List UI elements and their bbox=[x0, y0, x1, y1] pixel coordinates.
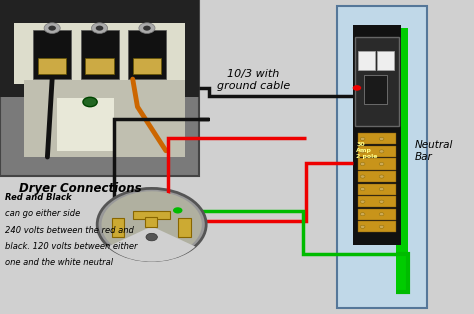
Wedge shape bbox=[108, 226, 195, 262]
Circle shape bbox=[83, 97, 97, 107]
FancyBboxPatch shape bbox=[355, 37, 399, 126]
Circle shape bbox=[146, 233, 157, 241]
Circle shape bbox=[143, 26, 151, 31]
Text: black. 120 volts between either: black. 120 volts between either bbox=[5, 242, 137, 251]
FancyBboxPatch shape bbox=[358, 133, 396, 144]
Circle shape bbox=[379, 175, 384, 178]
FancyBboxPatch shape bbox=[57, 98, 114, 151]
Circle shape bbox=[379, 150, 384, 153]
Circle shape bbox=[360, 187, 365, 191]
Text: one and the white neutral: one and the white neutral bbox=[5, 258, 113, 268]
Circle shape bbox=[360, 225, 365, 228]
Text: can go either side: can go either side bbox=[5, 209, 80, 219]
FancyBboxPatch shape bbox=[24, 80, 185, 157]
FancyBboxPatch shape bbox=[358, 146, 396, 157]
Circle shape bbox=[173, 207, 182, 214]
FancyBboxPatch shape bbox=[396, 28, 408, 292]
Circle shape bbox=[97, 188, 206, 261]
FancyBboxPatch shape bbox=[358, 221, 396, 232]
Text: Neutral
Bar: Neutral Bar bbox=[415, 140, 453, 161]
FancyBboxPatch shape bbox=[112, 218, 124, 237]
Circle shape bbox=[379, 225, 384, 228]
Text: 30
Amp
2 pole: 30 Amp 2 pole bbox=[356, 143, 378, 159]
Circle shape bbox=[91, 23, 108, 34]
Circle shape bbox=[44, 23, 60, 34]
Text: Dryer Connections: Dryer Connections bbox=[19, 182, 142, 195]
Circle shape bbox=[360, 150, 365, 153]
FancyBboxPatch shape bbox=[14, 23, 185, 84]
Text: 240 volts between the red and: 240 volts between the red and bbox=[5, 226, 134, 235]
Circle shape bbox=[379, 200, 384, 203]
FancyBboxPatch shape bbox=[364, 75, 387, 104]
FancyBboxPatch shape bbox=[358, 208, 396, 220]
Circle shape bbox=[360, 200, 365, 203]
Circle shape bbox=[360, 213, 365, 216]
FancyBboxPatch shape bbox=[358, 196, 396, 207]
FancyBboxPatch shape bbox=[128, 30, 166, 79]
FancyBboxPatch shape bbox=[353, 25, 401, 245]
FancyBboxPatch shape bbox=[178, 218, 191, 237]
FancyBboxPatch shape bbox=[38, 58, 66, 74]
FancyBboxPatch shape bbox=[377, 51, 394, 70]
FancyBboxPatch shape bbox=[358, 171, 396, 182]
Circle shape bbox=[48, 26, 56, 31]
FancyBboxPatch shape bbox=[337, 6, 427, 308]
FancyBboxPatch shape bbox=[0, 0, 199, 97]
FancyBboxPatch shape bbox=[33, 30, 71, 79]
Text: Red and Black: Red and Black bbox=[5, 193, 72, 202]
FancyBboxPatch shape bbox=[133, 58, 161, 74]
FancyBboxPatch shape bbox=[81, 30, 118, 79]
Circle shape bbox=[379, 137, 384, 140]
FancyBboxPatch shape bbox=[358, 158, 396, 170]
Circle shape bbox=[360, 137, 365, 140]
Circle shape bbox=[353, 85, 361, 91]
FancyBboxPatch shape bbox=[85, 58, 114, 74]
FancyBboxPatch shape bbox=[358, 51, 375, 70]
Circle shape bbox=[360, 175, 365, 178]
Circle shape bbox=[360, 162, 365, 165]
Text: 10/3 with
ground cable: 10/3 with ground cable bbox=[217, 69, 290, 91]
Circle shape bbox=[139, 23, 155, 34]
Circle shape bbox=[96, 26, 103, 31]
Circle shape bbox=[379, 162, 384, 165]
FancyBboxPatch shape bbox=[133, 211, 170, 219]
Circle shape bbox=[379, 213, 384, 216]
FancyBboxPatch shape bbox=[145, 217, 157, 227]
Circle shape bbox=[101, 191, 202, 258]
Circle shape bbox=[379, 187, 384, 191]
FancyBboxPatch shape bbox=[0, 0, 199, 176]
FancyBboxPatch shape bbox=[358, 183, 396, 195]
